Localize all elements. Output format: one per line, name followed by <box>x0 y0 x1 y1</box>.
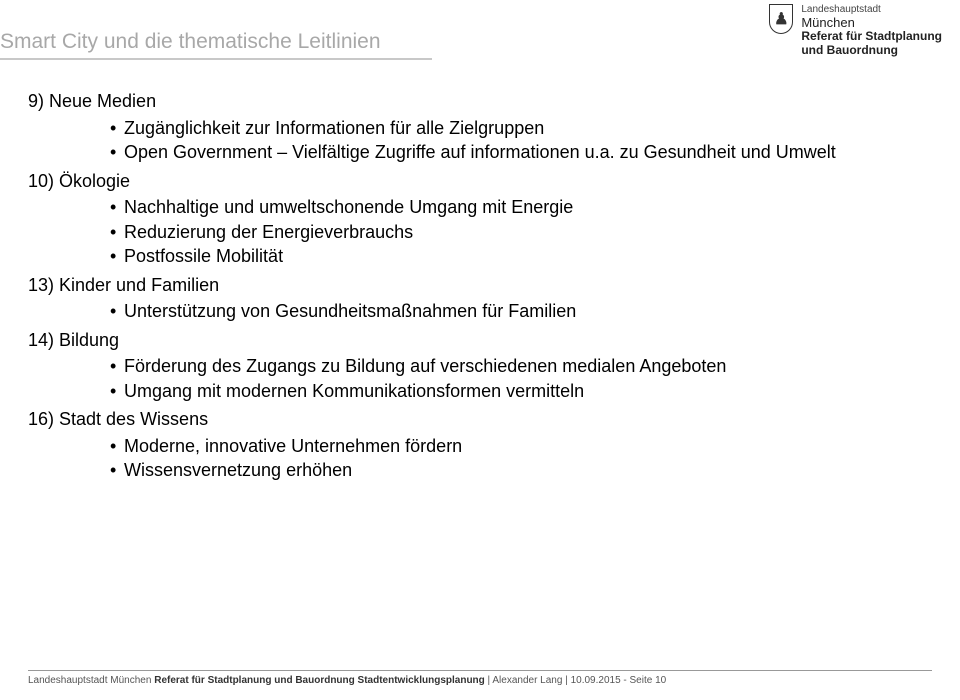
list-item: •Postfossile Mobilität <box>110 245 932 268</box>
coat-of-arms-icon: ♟ <box>769 4 793 34</box>
section-heading: 9) Neue Medien <box>28 90 932 113</box>
bullet-text: Moderne, innovative Unternehmen fördern <box>124 435 462 458</box>
bullet-icon: • <box>110 245 124 268</box>
logo-line-4: und Bauordnung <box>801 44 942 58</box>
bullet-icon: • <box>110 435 124 458</box>
footer-meta: | Alexander Lang | 10.09.2015 - Seite 10 <box>485 675 666 686</box>
bullet-list: •Moderne, innovative Unternehmen fördern… <box>110 435 932 482</box>
footer-dept: Referat für Stadtplanung und Bauordnung … <box>154 675 485 686</box>
logo-line-3: Referat für Stadtplanung <box>801 30 942 44</box>
slide-title: Smart City und die thematische Leitlinie… <box>0 28 432 60</box>
bullet-icon: • <box>110 380 124 403</box>
list-item: •Förderung des Zugangs zu Bildung auf ve… <box>110 355 932 378</box>
bullet-icon: • <box>110 221 124 244</box>
bullet-text: Nachhaltige und umweltschonende Umgang m… <box>124 196 573 219</box>
bullet-list: •Unterstützung von Gesundheitsmaßnahmen … <box>110 300 932 323</box>
bullet-icon: • <box>110 459 124 482</box>
org-logo-block: ♟ Landeshauptstadt München Referat für S… <box>769 4 942 58</box>
bullet-text: Unterstützung von Gesundheitsmaßnahmen f… <box>124 300 576 323</box>
section-heading: 16) Stadt des Wissens <box>28 408 932 431</box>
slide-footer: Landeshauptstadt München Referat für Sta… <box>28 670 932 686</box>
bullet-list: •Förderung des Zugangs zu Bildung auf ve… <box>110 355 932 402</box>
section-heading: 10) Ökologie <box>28 170 932 193</box>
content-body: 9) Neue Medien •Zugänglichkeit zur Infor… <box>28 84 932 484</box>
section-heading: 14) Bildung <box>28 329 932 352</box>
bullet-icon: • <box>110 300 124 323</box>
section-heading: 13) Kinder und Familien <box>28 274 932 297</box>
list-item: •Unterstützung von Gesundheitsmaßnahmen … <box>110 300 932 323</box>
bullet-icon: • <box>110 355 124 378</box>
list-item: •Umgang mit modernen Kommunikationsforme… <box>110 380 932 403</box>
list-item: •Open Government – Vielfältige Zugriffe … <box>110 141 932 164</box>
bullet-text: Wissensvernetzung erhöhen <box>124 459 352 482</box>
bullet-list: •Nachhaltige und umweltschonende Umgang … <box>110 196 932 268</box>
bullet-text: Umgang mit modernen Kommunikationsformen… <box>124 380 584 403</box>
bullet-icon: • <box>110 117 124 140</box>
bullet-text: Förderung des Zugangs zu Bildung auf ver… <box>124 355 726 378</box>
list-item: •Reduzierung der Energieverbrauchs <box>110 221 932 244</box>
bullet-text: Open Government – Vielfältige Zugriffe a… <box>124 141 836 164</box>
list-item: •Zugänglichkeit zur Informationen für al… <box>110 117 932 140</box>
bullet-icon: • <box>110 196 124 219</box>
footer-city: Landeshauptstadt München <box>28 675 154 686</box>
bullet-text: Reduzierung der Energieverbrauchs <box>124 221 413 244</box>
bullet-icon: • <box>110 141 124 164</box>
list-item: •Moderne, innovative Unternehmen fördern <box>110 435 932 458</box>
bullet-text: Zugänglichkeit zur Informationen für all… <box>124 117 544 140</box>
logo-line-2: München <box>801 16 942 31</box>
bullet-list: •Zugänglichkeit zur Informationen für al… <box>110 117 932 164</box>
logo-line-1: Landeshauptstadt <box>801 4 942 16</box>
list-item: •Wissensvernetzung erhöhen <box>110 459 932 482</box>
bullet-text: Postfossile Mobilität <box>124 245 283 268</box>
org-logo-text: Landeshauptstadt München Referat für Sta… <box>801 4 942 58</box>
list-item: •Nachhaltige und umweltschonende Umgang … <box>110 196 932 219</box>
